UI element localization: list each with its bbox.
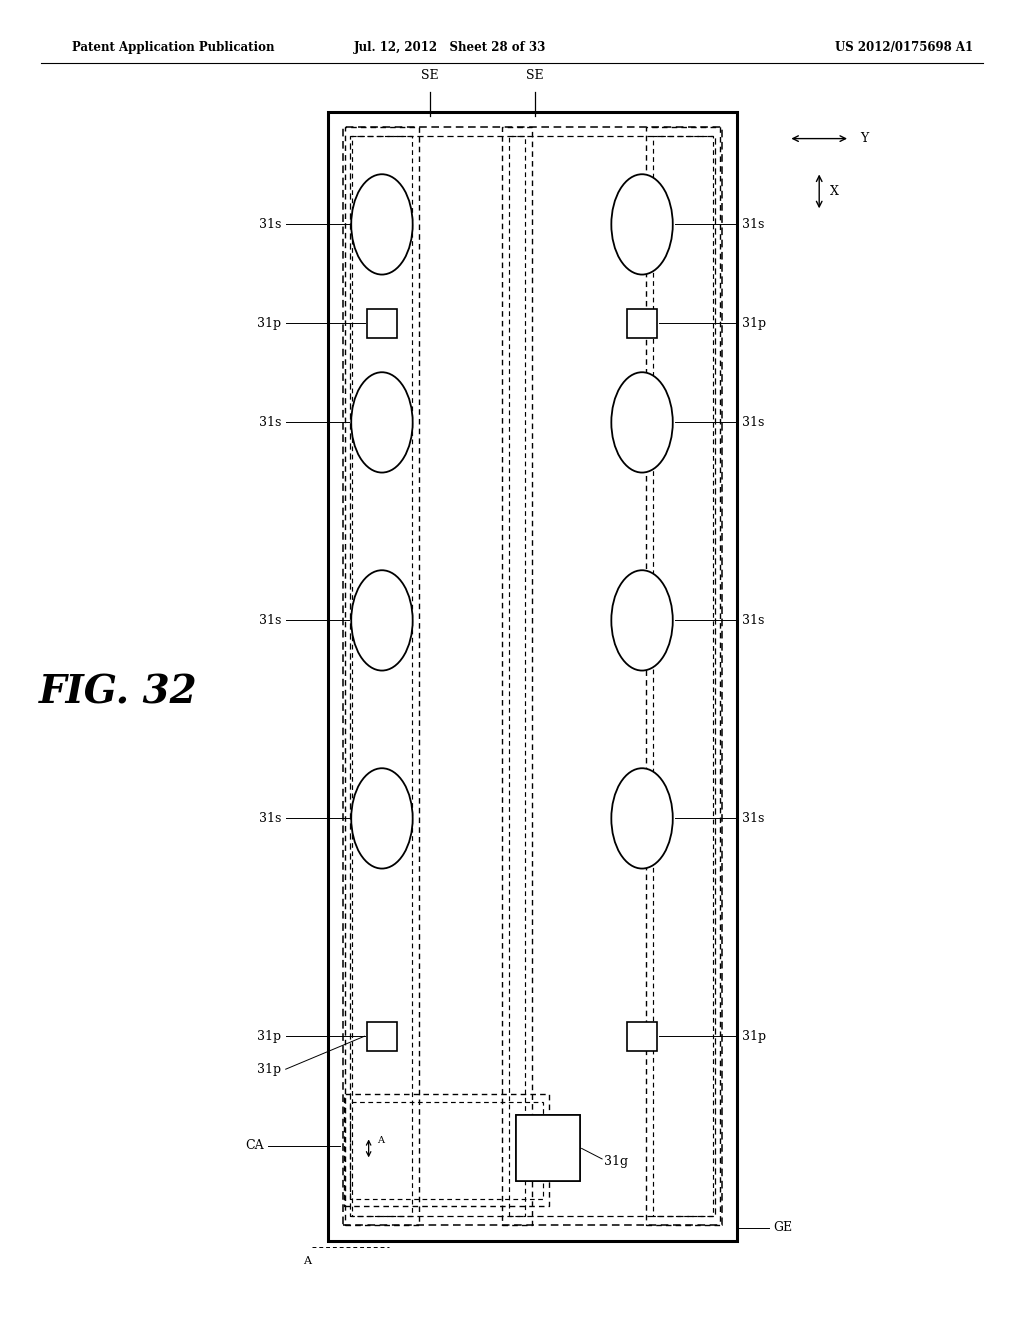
Bar <box>352 136 412 1216</box>
Ellipse shape <box>611 174 673 275</box>
Bar <box>344 1094 549 1206</box>
Bar <box>502 127 532 1225</box>
Text: Jul. 12, 2012   Sheet 28 of 33: Jul. 12, 2012 Sheet 28 of 33 <box>354 41 547 54</box>
Text: 31p: 31p <box>257 1030 282 1043</box>
Text: Y: Y <box>860 132 868 145</box>
Text: 31s: 31s <box>742 218 765 231</box>
Ellipse shape <box>351 570 413 671</box>
Ellipse shape <box>351 768 413 869</box>
Bar <box>343 127 722 1225</box>
Bar <box>367 1022 397 1051</box>
Ellipse shape <box>611 768 673 869</box>
Ellipse shape <box>611 570 673 671</box>
Text: A: A <box>377 1137 384 1144</box>
Text: 31p: 31p <box>742 1030 767 1043</box>
Bar <box>367 309 397 338</box>
Text: 31s: 31s <box>259 218 282 231</box>
Text: Patent Application Publication: Patent Application Publication <box>72 41 274 54</box>
Text: 31g: 31g <box>604 1155 629 1168</box>
Text: 31s: 31s <box>742 812 765 825</box>
Bar <box>509 136 525 1216</box>
Text: 31p: 31p <box>742 317 767 330</box>
Bar <box>516 1115 580 1181</box>
Bar <box>350 1102 543 1199</box>
Text: 31s: 31s <box>259 416 282 429</box>
Text: A: A <box>303 1255 311 1266</box>
Text: FIG. 32: FIG. 32 <box>39 675 197 711</box>
Bar <box>627 1022 657 1051</box>
Text: 31p: 31p <box>257 1063 282 1076</box>
Text: GE: GE <box>773 1221 793 1234</box>
Text: US 2012/0175698 A1: US 2012/0175698 A1 <box>835 41 973 54</box>
Text: 31s: 31s <box>742 614 765 627</box>
Text: CA: CA <box>246 1139 264 1152</box>
Bar <box>328 112 737 1241</box>
Text: 31p: 31p <box>257 317 282 330</box>
Bar <box>646 127 720 1225</box>
Text: 31s: 31s <box>259 812 282 825</box>
Text: X: X <box>829 185 839 198</box>
Bar <box>627 309 657 338</box>
Ellipse shape <box>351 372 413 473</box>
Text: SE: SE <box>421 69 439 82</box>
Text: SE: SE <box>525 69 544 82</box>
Text: 31s: 31s <box>259 614 282 627</box>
Bar <box>345 127 419 1225</box>
Ellipse shape <box>611 372 673 473</box>
Bar <box>350 136 715 1216</box>
Text: 31s: 31s <box>742 416 765 429</box>
Ellipse shape <box>351 174 413 275</box>
Bar <box>653 136 713 1216</box>
Bar <box>516 1115 580 1181</box>
